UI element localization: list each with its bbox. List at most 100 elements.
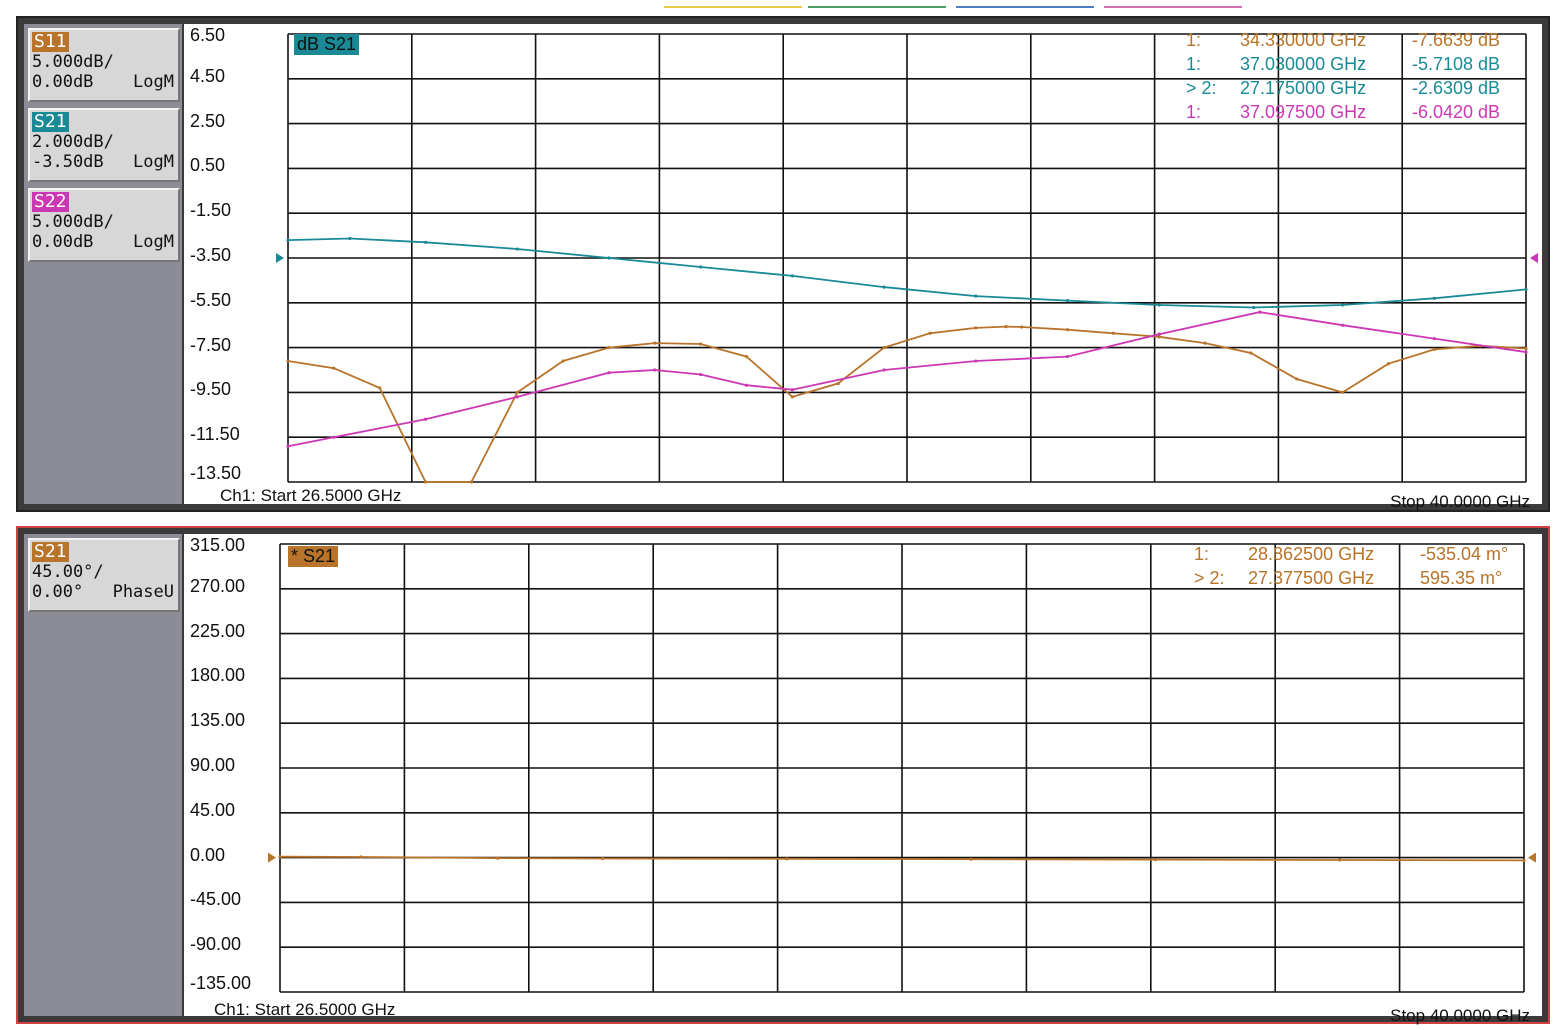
data-point — [1524, 287, 1528, 291]
top-strip — [0, 0, 1559, 14]
y-tick-label: 315.00 — [190, 535, 246, 555]
data-point — [515, 390, 519, 394]
marker-frequency: 27.175000 GHz — [1240, 78, 1367, 98]
data-point — [1157, 303, 1161, 307]
data-point — [286, 444, 290, 448]
top-measurement-window[interactable]: S11 5.000dB/ 0.00dB LogM S21 2.000dB/ -3.… — [16, 16, 1550, 512]
data-point — [332, 366, 336, 370]
trace-tag-s21: S21 — [32, 111, 69, 132]
trace-tag-s21: S21 — [32, 541, 69, 562]
data-point — [332, 435, 336, 439]
y-tick-label: -90.00 — [190, 934, 242, 955]
y-tick-label: 6.50 — [190, 25, 226, 45]
data-point — [600, 856, 605, 861]
y-tick-label: -11.50 — [190, 424, 240, 445]
trace-ref: 0.00° — [32, 582, 84, 602]
data-point — [1252, 305, 1256, 310]
y-tick-label: 0.00 — [190, 844, 226, 865]
y-tick-label: 0.50 — [190, 155, 226, 176]
data-point — [1524, 350, 1528, 354]
data-point — [1004, 325, 1008, 329]
data-point — [1432, 296, 1436, 300]
marker-frequency: 37.097500 GHz — [1240, 102, 1367, 122]
marker-id: 1: — [1194, 544, 1210, 564]
stop-frequency-label: Stop 40.0000 GHz — [1390, 492, 1530, 511]
bottom-plot-area[interactable]: * S21 Ch1: Start 26.5000 GHz Stop 40.000… — [184, 534, 1542, 1025]
reference-arrow-left — [276, 253, 284, 263]
data-point — [423, 240, 428, 244]
data-point — [974, 294, 978, 298]
trace-format: LogM — [133, 72, 174, 92]
data-point — [1111, 331, 1115, 335]
data-point — [561, 359, 565, 363]
title-bar-accent — [956, 6, 1094, 8]
trace-scale: 5.000dB/ — [32, 52, 114, 72]
data-point — [744, 354, 749, 359]
trace-status-s21-phase[interactable]: S21 45.00°/ 0.00° PhaseU — [28, 538, 180, 612]
data-point — [969, 857, 973, 861]
trace-format: LogM — [133, 152, 174, 172]
marker-value: -5.7108 dB — [1412, 54, 1501, 74]
y-tick-label: -45.00 — [190, 889, 242, 910]
marker-frequency: 28.862500 GHz — [1248, 544, 1375, 564]
y-tick-label: 2.50 — [190, 110, 226, 131]
data-point — [790, 274, 794, 278]
data-point — [286, 359, 290, 363]
marker-frequency: 37.030000 GHz — [1240, 54, 1367, 74]
data-point — [1157, 335, 1161, 339]
bottom-measurement-window[interactable]: S21 45.00°/ 0.00° PhaseU * S21 Ch1: Start… — [16, 526, 1550, 1025]
data-point — [607, 346, 611, 350]
y-tick-label: 90.00 — [190, 755, 236, 775]
data-point — [496, 856, 500, 860]
data-point — [1258, 310, 1262, 314]
reference-arrow-right — [1530, 253, 1538, 263]
trace-format: LogM — [133, 232, 174, 252]
data-point — [1386, 362, 1391, 366]
data-point — [515, 395, 519, 399]
data-point — [699, 265, 703, 269]
data-point — [699, 342, 703, 346]
title-bar-accent — [1104, 6, 1242, 8]
data-point — [1340, 303, 1345, 307]
y-tick-label: -1.50 — [190, 200, 232, 221]
data-point — [836, 381, 840, 386]
stop-frequency-label: Stop 40.0000 GHz — [1390, 1006, 1530, 1025]
trace-status-s11[interactable]: S11 5.000dB/ 0.00dB LogM — [28, 28, 180, 102]
trace-ref: 0.00dB — [32, 72, 94, 92]
data-point — [1340, 323, 1345, 327]
data-point — [928, 331, 932, 335]
title-bar-accent — [664, 6, 802, 8]
trace-tag-s11: S11 — [32, 31, 69, 52]
trace-status-sidebar: S11 5.000dB/ 0.00dB LogM S21 2.000dB/ -3.… — [24, 24, 182, 504]
data-point — [653, 368, 657, 372]
y-tick-label: 4.50 — [190, 65, 226, 86]
data-point — [1065, 354, 1070, 359]
data-point — [974, 326, 978, 330]
marker-frequency: 27.377500 GHz — [1248, 568, 1375, 588]
active-trace-label: * S21 — [288, 546, 339, 567]
trace-scale: 45.00°/ — [32, 562, 104, 582]
y-tick-label: 270.00 — [190, 575, 246, 596]
data-point — [286, 238, 290, 242]
data-point — [515, 247, 519, 251]
data-point — [607, 256, 611, 260]
start-frequency-label: Ch1: Start 26.5000 GHz — [214, 1000, 396, 1019]
marker-id: > 2: — [1186, 78, 1217, 98]
data-point — [359, 855, 363, 859]
trace-status-sidebar: S21 45.00°/ 0.00° PhaseU — [24, 534, 182, 1016]
data-point — [1249, 351, 1253, 355]
trace-status-s21[interactable]: S21 2.000dB/ -3.50dB LogM — [28, 108, 180, 182]
data-point — [1295, 377, 1299, 381]
title-bar-accent — [808, 6, 946, 8]
data-point — [699, 372, 703, 377]
reference-arrow-right — [1528, 852, 1536, 863]
trace-ref: 0.00dB — [32, 232, 94, 252]
data-point — [653, 341, 657, 345]
marker-id: 1: — [1186, 54, 1202, 74]
trace-format: PhaseU — [112, 582, 174, 602]
data-point — [1524, 346, 1528, 351]
trace-status-s22[interactable]: S22 5.000dB/ 0.00dB LogM — [28, 188, 180, 262]
marker-id: 1: — [1186, 102, 1202, 122]
data-point — [1203, 341, 1207, 345]
top-plot-area[interactable]: dB S21 Ch1: Start 26.5000 GHz Stop 40.00… — [184, 24, 1542, 511]
